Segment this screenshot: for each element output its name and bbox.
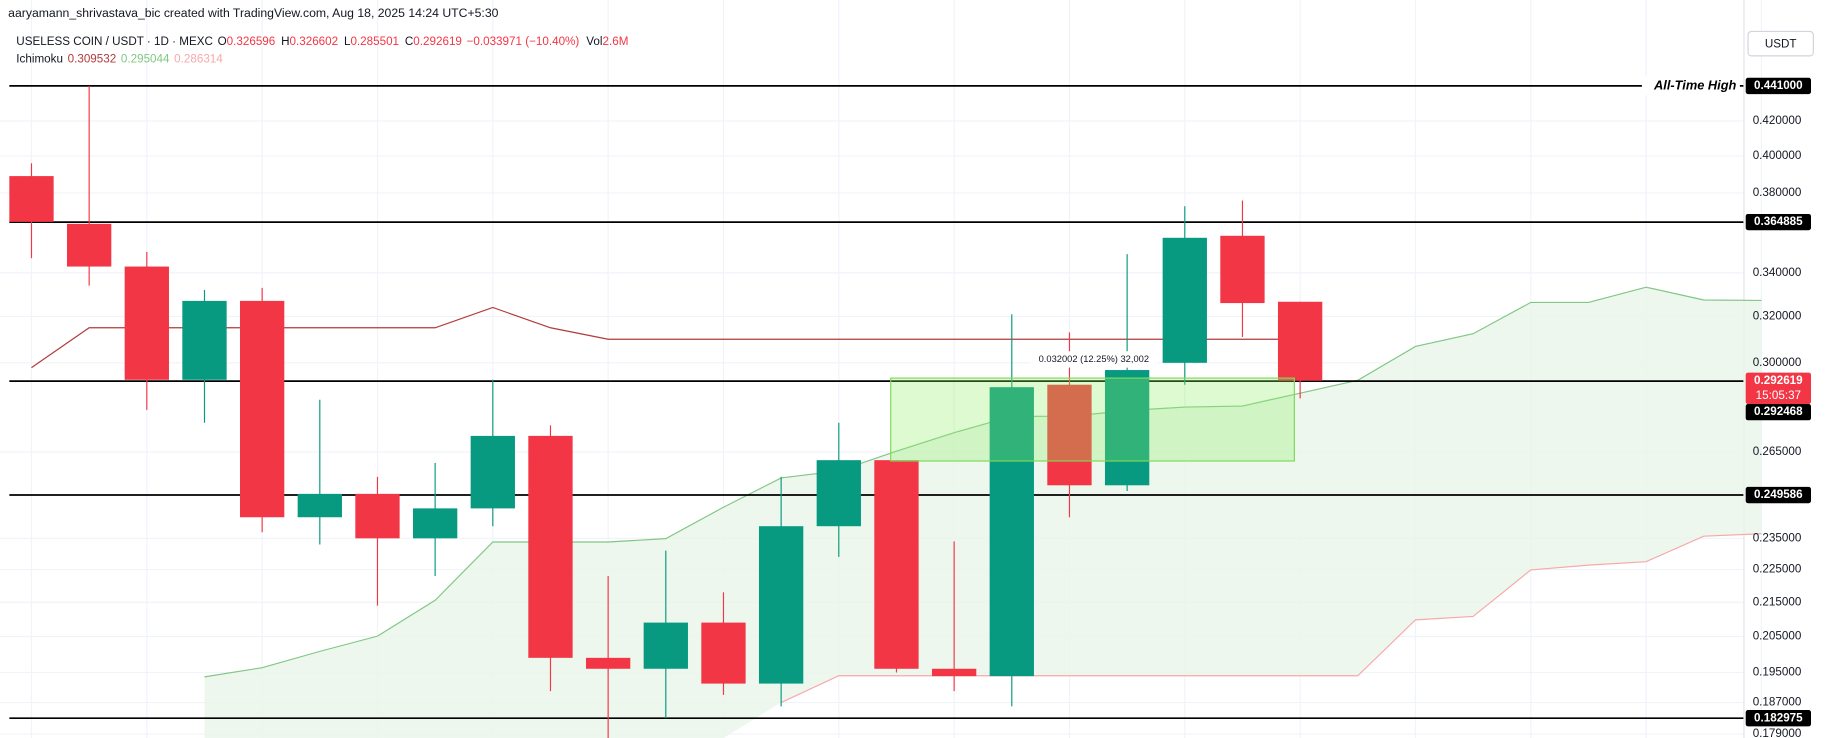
candle-body bbox=[66, 223, 112, 267]
price-axis: 0.420000 0.400000 0.380000 0.340000 0.320000… bbox=[1745, 77, 1812, 738]
ohlc-value: 0.292619 bbox=[413, 35, 462, 48]
candle-body bbox=[124, 266, 169, 380]
overlay: 0.032002 (12.25%) 32,002 bbox=[890, 351, 1295, 462]
price-label-bg bbox=[1745, 372, 1812, 405]
indicator-legend: Ichimoku 0.309532 0.295044 0.286314 bbox=[16, 52, 223, 65]
candle-body bbox=[1162, 237, 1207, 363]
y-tick-label: 0.340000 bbox=[1753, 266, 1802, 279]
indicator-value: 0.309532 bbox=[68, 52, 117, 65]
ohlc-label: L bbox=[344, 35, 351, 48]
level-label-bg bbox=[1745, 710, 1812, 727]
indicator-value: 0.286314 bbox=[174, 52, 223, 65]
currency-button-label[interactable]: USDT bbox=[1765, 37, 1797, 50]
candle-body bbox=[9, 176, 54, 222]
price-countdown: 15:05:37 bbox=[1756, 389, 1801, 402]
candle-body bbox=[470, 435, 515, 509]
measure-label-bg bbox=[1030, 351, 1157, 368]
candle-body bbox=[989, 387, 1034, 677]
level-label-bg bbox=[1745, 213, 1812, 231]
candle-body bbox=[1277, 301, 1323, 381]
y-tick-label: 0.235000 bbox=[1753, 531, 1802, 544]
candle-body bbox=[182, 300, 227, 380]
y-tick-label: 0.179000 bbox=[1753, 727, 1802, 738]
ohlc-value: 0.326596 bbox=[227, 35, 276, 48]
level-annotation: All-Time High bbox=[1653, 77, 1736, 92]
level-label: 0.292468 bbox=[1754, 405, 1803, 418]
ohlc-label: C bbox=[405, 35, 413, 48]
candle-body bbox=[701, 622, 746, 684]
measure-label: 0.032002 (12.25%) 32,002 bbox=[1039, 354, 1149, 364]
level-label-bg bbox=[1745, 404, 1812, 421]
ohlc-label: O bbox=[218, 35, 227, 48]
candle-body bbox=[643, 622, 688, 669]
price-label: 0.292619 bbox=[1754, 374, 1803, 387]
candle-body bbox=[297, 493, 342, 518]
candle-body bbox=[816, 460, 861, 527]
candle-body bbox=[528, 435, 573, 658]
ohlc-value: 0.326602 bbox=[290, 35, 339, 48]
ohlc-label: H bbox=[281, 35, 289, 48]
indicator-value: 0.295044 bbox=[121, 52, 170, 65]
level-label: 0.249586 bbox=[1754, 488, 1803, 501]
level-label-bg bbox=[1745, 77, 1812, 95]
candle-body bbox=[585, 657, 631, 669]
ohlc-value: 0.285501 bbox=[350, 35, 399, 48]
y-tick-label: 0.400000 bbox=[1753, 149, 1802, 162]
y-tick-label: 0.420000 bbox=[1753, 114, 1802, 127]
measure-box bbox=[890, 377, 1295, 462]
level-label: 0.182975 bbox=[1754, 711, 1803, 724]
y-tick-label: 0.195000 bbox=[1753, 666, 1802, 679]
y-tick-label: 0.225000 bbox=[1753, 563, 1802, 576]
candle-body bbox=[355, 493, 400, 539]
leading-span-a bbox=[204, 286, 1762, 678]
candle-body bbox=[1047, 384, 1092, 486]
y-tick-label: 0.320000 bbox=[1753, 310, 1802, 323]
annotation-bg bbox=[1641, 76, 1740, 96]
candle-body bbox=[931, 668, 977, 677]
volume-value: 2.6M bbox=[603, 35, 629, 48]
level-label-bg bbox=[1745, 486, 1812, 504]
y-tick-label: 0.300000 bbox=[1753, 356, 1802, 369]
level-label: 0.364885 bbox=[1754, 215, 1803, 228]
indicator-name: Ichimoku bbox=[16, 52, 63, 65]
level-label: 0.441000 bbox=[1754, 79, 1803, 92]
volume-label: Vol bbox=[586, 35, 602, 48]
change: −0.033971 (−10.40%) bbox=[467, 35, 580, 48]
currency-button[interactable] bbox=[1747, 30, 1814, 57]
y-tick-label: 0.215000 bbox=[1753, 595, 1802, 608]
candle-body bbox=[239, 300, 285, 518]
candles bbox=[9, 85, 1323, 738]
candle-body bbox=[1220, 235, 1265, 304]
symbol-legend: USELESS COIN / USDT · 1D · MEXC O0.326596… bbox=[16, 35, 628, 48]
y-tick-label: 0.380000 bbox=[1753, 186, 1802, 199]
candle-body bbox=[758, 526, 804, 684]
candle-body bbox=[1104, 370, 1150, 486]
candle-body bbox=[412, 508, 458, 539]
y-tick-label: 0.265000 bbox=[1753, 445, 1802, 458]
y-tick-label: 0.205000 bbox=[1753, 630, 1802, 643]
y-tick-label: 0.187000 bbox=[1753, 696, 1802, 709]
attribution: aaryamann_shrivastava_bic created with T… bbox=[8, 6, 498, 20]
cloud-fill bbox=[204, 287, 1762, 738]
symbol: USELESS COIN / USDT · 1D · MEXC bbox=[16, 35, 213, 48]
candle-body bbox=[874, 460, 919, 669]
